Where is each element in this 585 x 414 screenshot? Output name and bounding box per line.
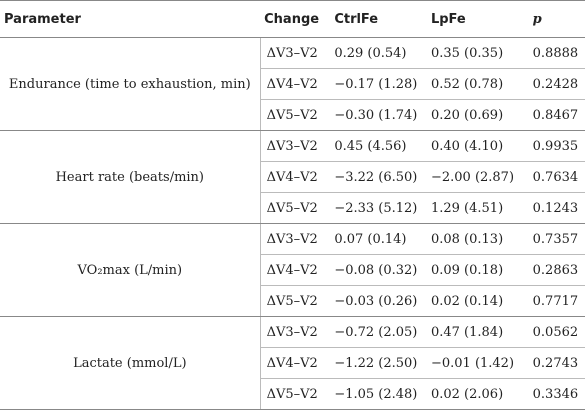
header-parameter: Parameter bbox=[0, 0, 261, 38]
lpfe-cell: 1.29 (4.51) bbox=[426, 192, 529, 224]
table-row: ΔV5–V2 −0.30 (1.74) 0.20 (0.69) 0.8467 bbox=[0, 99, 585, 131]
p-cell: 0.2743 bbox=[528, 347, 585, 379]
lpfe-cell: 0.20 (0.69) bbox=[426, 99, 529, 131]
lpfe-cell: −2.00 (2.87) bbox=[426, 161, 529, 193]
lpfe-cell: 0.35 (0.35) bbox=[426, 37, 529, 69]
change-cell: ΔV3–V2 bbox=[260, 130, 331, 162]
change-cell: ΔV5–V2 bbox=[260, 378, 331, 410]
lpfe-cell: 0.02 (0.14) bbox=[426, 285, 529, 317]
ctrlfe-cell: −0.08 (0.32) bbox=[330, 254, 427, 286]
change-cell: ΔV4–V2 bbox=[260, 254, 331, 286]
p-cell: 0.8467 bbox=[528, 99, 585, 131]
table-row: VO₂max (L/min) ΔV3–V2 0.07 (0.14) 0.08 (… bbox=[0, 223, 585, 317]
p-cell: 0.7634 bbox=[528, 161, 585, 193]
change-cell: ΔV4–V2 bbox=[260, 68, 331, 100]
header-p: p bbox=[528, 0, 585, 38]
change-cell: ΔV4–V2 bbox=[260, 161, 331, 193]
table-row: ΔV4–V2 −3.22 (6.50) −2.00 (2.87) 0.7634 bbox=[0, 161, 585, 193]
lpfe-cell: −0.01 (1.42) bbox=[426, 347, 529, 379]
table-row: ΔV5–V2 −1.05 (2.48) 0.02 (2.06) 0.3346 bbox=[0, 378, 585, 410]
table-row: ΔV5–V2 −0.03 (0.26) 0.02 (0.14) 0.7717 bbox=[0, 285, 585, 317]
header-row: Parameter Change CtrlFe LpFe p bbox=[0, 0, 585, 38]
ctrlfe-cell: 0.45 (4.56) bbox=[330, 130, 427, 162]
lpfe-cell: 0.47 (1.84) bbox=[426, 316, 529, 348]
change-cell: ΔV3–V2 bbox=[260, 37, 331, 69]
table-row: Heart rate (beats/min) ΔV3–V2 0.45 (4.56… bbox=[0, 130, 585, 224]
p-cell: 0.7357 bbox=[528, 223, 585, 255]
parameter-cell: Heart rate (beats/min) bbox=[0, 130, 261, 224]
lpfe-cell: 0.52 (0.78) bbox=[426, 68, 529, 100]
ctrlfe-cell: −1.22 (2.50) bbox=[330, 347, 427, 379]
header-lpfe: LpFe bbox=[426, 0, 529, 38]
ctrlfe-cell: −0.30 (1.74) bbox=[330, 99, 427, 131]
p-cell: 0.8888 bbox=[528, 37, 585, 69]
parameter-cell: VO₂max (L/min) bbox=[0, 223, 261, 317]
parameter-cell: Lactate (mmol/L) bbox=[0, 316, 261, 410]
parameter-cell: Endurance (time to exhaustion, min) bbox=[0, 37, 261, 131]
ctrlfe-cell: −1.05 (2.48) bbox=[330, 378, 427, 410]
table-row: ΔV5–V2 −2.33 (5.12) 1.29 (4.51) 0.1243 bbox=[0, 192, 585, 224]
table-row: ΔV4–V2 −0.17 (1.28) 0.52 (0.78) 0.2428 bbox=[0, 68, 585, 100]
change-cell: ΔV5–V2 bbox=[260, 285, 331, 317]
p-cell: 0.2428 bbox=[528, 68, 585, 100]
lpfe-cell: 0.09 (0.18) bbox=[426, 254, 529, 286]
lpfe-cell: 0.08 (0.13) bbox=[426, 223, 529, 255]
ctrlfe-cell: 0.07 (0.14) bbox=[330, 223, 427, 255]
lpfe-cell: 0.02 (2.06) bbox=[426, 378, 529, 410]
p-cell: 0.9935 bbox=[528, 130, 585, 162]
p-cell: 0.3346 bbox=[528, 378, 585, 410]
change-cell: ΔV4–V2 bbox=[260, 347, 331, 379]
table-row: ΔV4–V2 −0.08 (0.32) 0.09 (0.18) 0.2863 bbox=[0, 254, 585, 286]
ctrlfe-cell: −3.22 (6.50) bbox=[330, 161, 427, 193]
ctrlfe-cell: −0.03 (0.26) bbox=[330, 285, 427, 317]
table-row: Lactate (mmol/L) ΔV3–V2 −0.72 (2.05) 0.4… bbox=[0, 316, 585, 410]
ctrlfe-cell: −2.33 (5.12) bbox=[330, 192, 427, 224]
header-ctrlfe: CtrlFe bbox=[330, 0, 427, 38]
table-row: ΔV4–V2 −1.22 (2.50) −0.01 (1.42) 0.2743 bbox=[0, 347, 585, 379]
change-cell: ΔV3–V2 bbox=[260, 316, 331, 348]
ctrlfe-cell: −0.72 (2.05) bbox=[330, 316, 427, 348]
change-cell: ΔV5–V2 bbox=[260, 192, 331, 224]
ctrlfe-cell: −0.17 (1.28) bbox=[330, 68, 427, 100]
change-cell: ΔV3–V2 bbox=[260, 223, 331, 255]
ctrlfe-cell: 0.29 (0.54) bbox=[330, 37, 427, 69]
header-change: Change bbox=[260, 0, 331, 38]
p-cell: 0.7717 bbox=[528, 285, 585, 317]
p-cell: 0.1243 bbox=[528, 192, 585, 224]
lpfe-cell: 0.40 (4.10) bbox=[426, 130, 529, 162]
p-cell: 0.0562 bbox=[528, 316, 585, 348]
change-cell: ΔV5–V2 bbox=[260, 99, 331, 131]
p-cell: 0.2863 bbox=[528, 254, 585, 286]
table-row: Endurance (time to exhaustion, min) ΔV3–… bbox=[0, 37, 585, 131]
